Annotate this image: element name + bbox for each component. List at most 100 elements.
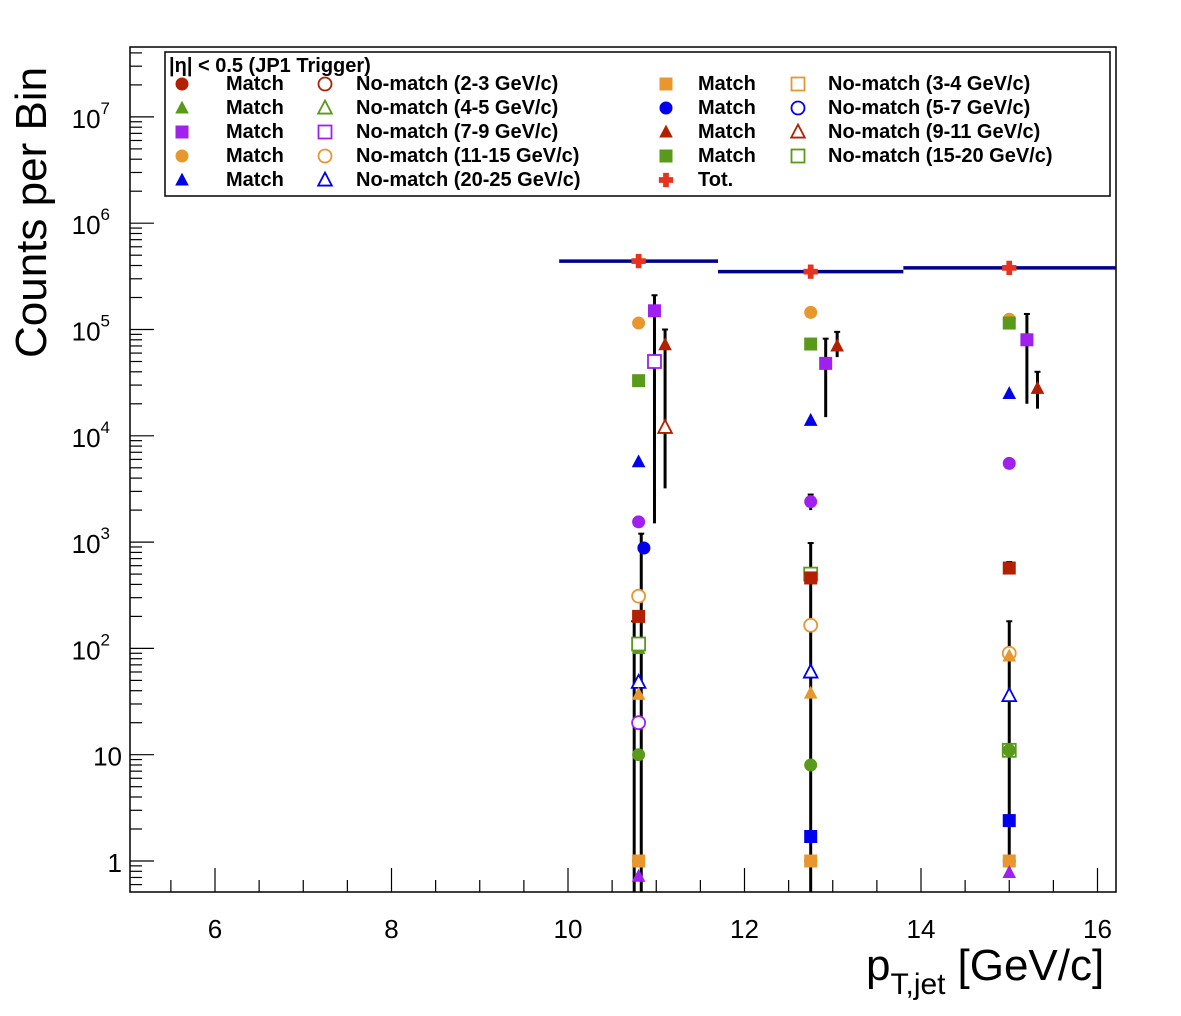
data-point (803, 617, 819, 633)
data-point (804, 830, 818, 844)
data-point (1002, 456, 1016, 470)
data-point (631, 868, 646, 882)
y-tick-label: 107 (72, 99, 110, 134)
legend-items: Match No-match (2-3 GeV/c) Match No-match (… (175, 73, 1053, 191)
data-markers (630, 253, 1045, 882)
legend-marker (790, 100, 806, 116)
legend-marker (316, 98, 334, 115)
legend-marker (175, 172, 189, 186)
data-point (632, 515, 646, 529)
legend-label: No-match (3-4 GeV/c) (828, 73, 1030, 95)
cross-bar-v (635, 253, 642, 269)
legend-label: Match (698, 97, 756, 119)
data-point (830, 338, 844, 352)
data-point (1002, 386, 1017, 400)
data-point (802, 662, 820, 679)
legend-label: Match (698, 121, 756, 143)
legend: |η| < 0.5 (JP1 Trigger) Match No-match (2… (164, 51, 1111, 197)
legend-marker (175, 149, 189, 163)
legend-label: Tot. (698, 169, 733, 191)
data-point (1020, 333, 1034, 347)
legend-label: No-match (2-3 GeV/c) (356, 73, 558, 95)
data-point (804, 495, 818, 509)
y-tick-label: 102 (72, 630, 110, 665)
legend-label: No-match (20-25 GeV/c) (356, 169, 581, 191)
legend-label: Match (226, 145, 284, 167)
data-point (631, 253, 646, 269)
data-point (658, 337, 672, 351)
legend-label: Match (226, 73, 284, 95)
data-point (804, 571, 818, 585)
legend-label: No-match (9-11 GeV/c) (828, 121, 1040, 143)
data-point (1002, 743, 1016, 757)
x-tick-label: 8 (384, 914, 398, 944)
data-point (632, 316, 646, 330)
data-point (631, 454, 646, 468)
y-tick-label: 10 (93, 742, 122, 772)
legend-marker (790, 148, 806, 164)
data-point (803, 685, 818, 699)
legend-marker (316, 170, 334, 187)
data-point (1002, 648, 1017, 662)
data-point (656, 418, 674, 434)
legend-marker (317, 76, 333, 92)
data-point (804, 337, 818, 351)
x-tick-label: 14 (907, 914, 936, 944)
cross-bar-v (663, 172, 669, 188)
legend-marker (659, 77, 673, 91)
data-point (632, 609, 646, 623)
data-point (803, 412, 818, 426)
x-tick-label: 16 (1083, 914, 1112, 944)
data-point (804, 854, 818, 868)
data-point (647, 354, 662, 369)
legend-label: No-match (5-7 GeV/c) (828, 97, 1030, 119)
y-tick-label: 104 (72, 418, 110, 453)
data-point (803, 264, 818, 279)
data-point (632, 374, 646, 388)
legend-marker (659, 149, 673, 163)
data-point (631, 715, 646, 731)
y-tick-label: 1 (108, 848, 122, 878)
legend-label: Match (226, 97, 284, 119)
data-point (631, 588, 646, 604)
data-point (804, 305, 818, 319)
legend-header: |η| < 0.5 (JP1 Trigger) (169, 55, 371, 77)
legend-marker (659, 124, 673, 138)
legend-box (164, 51, 1111, 197)
plot-frame (129, 46, 1117, 893)
legend-marker (790, 76, 806, 92)
legend-label: No-match (15-20 GeV/c) (828, 145, 1053, 167)
data-point (1002, 260, 1017, 276)
legend-marker (659, 101, 673, 115)
y-tick-label: 106 (72, 205, 110, 240)
data-point (804, 758, 818, 772)
y-axis-title: Counts per Bin (7, 67, 56, 358)
data-point (632, 748, 646, 762)
legend-label: Match (226, 169, 284, 191)
legend-label: Match (226, 121, 284, 143)
legend-marker (658, 172, 674, 188)
data-point (637, 541, 651, 555)
data-point (1002, 316, 1016, 330)
legend-marker (317, 148, 333, 164)
data-point (631, 686, 646, 700)
y-tick-label: 105 (72, 312, 110, 347)
legend-label: No-match (4-5 GeV/c) (356, 97, 558, 119)
data-point (819, 356, 833, 370)
legend-label: No-match (11-15 GeV/c) (356, 145, 579, 167)
legend-label: Match (698, 145, 756, 167)
data-point (1030, 380, 1045, 394)
x-axis-title-main: p (866, 941, 890, 990)
legend-marker (175, 100, 189, 114)
legend-marker (175, 125, 189, 139)
x-axis-title-sub: T,jet (890, 968, 946, 1001)
data-point (1002, 814, 1016, 828)
cross-bar-v (1006, 260, 1013, 276)
error-bars (631, 294, 1041, 892)
axes: 6 8 10 12 14 16 1 10 102 103 104 105 106 107 (72, 52, 1112, 944)
cross-bar-v (807, 264, 814, 279)
y-tick-label: 103 (72, 524, 110, 559)
x-axis-title: pT,jet [GeV/c] (866, 941, 1104, 1001)
data-point (632, 854, 646, 868)
